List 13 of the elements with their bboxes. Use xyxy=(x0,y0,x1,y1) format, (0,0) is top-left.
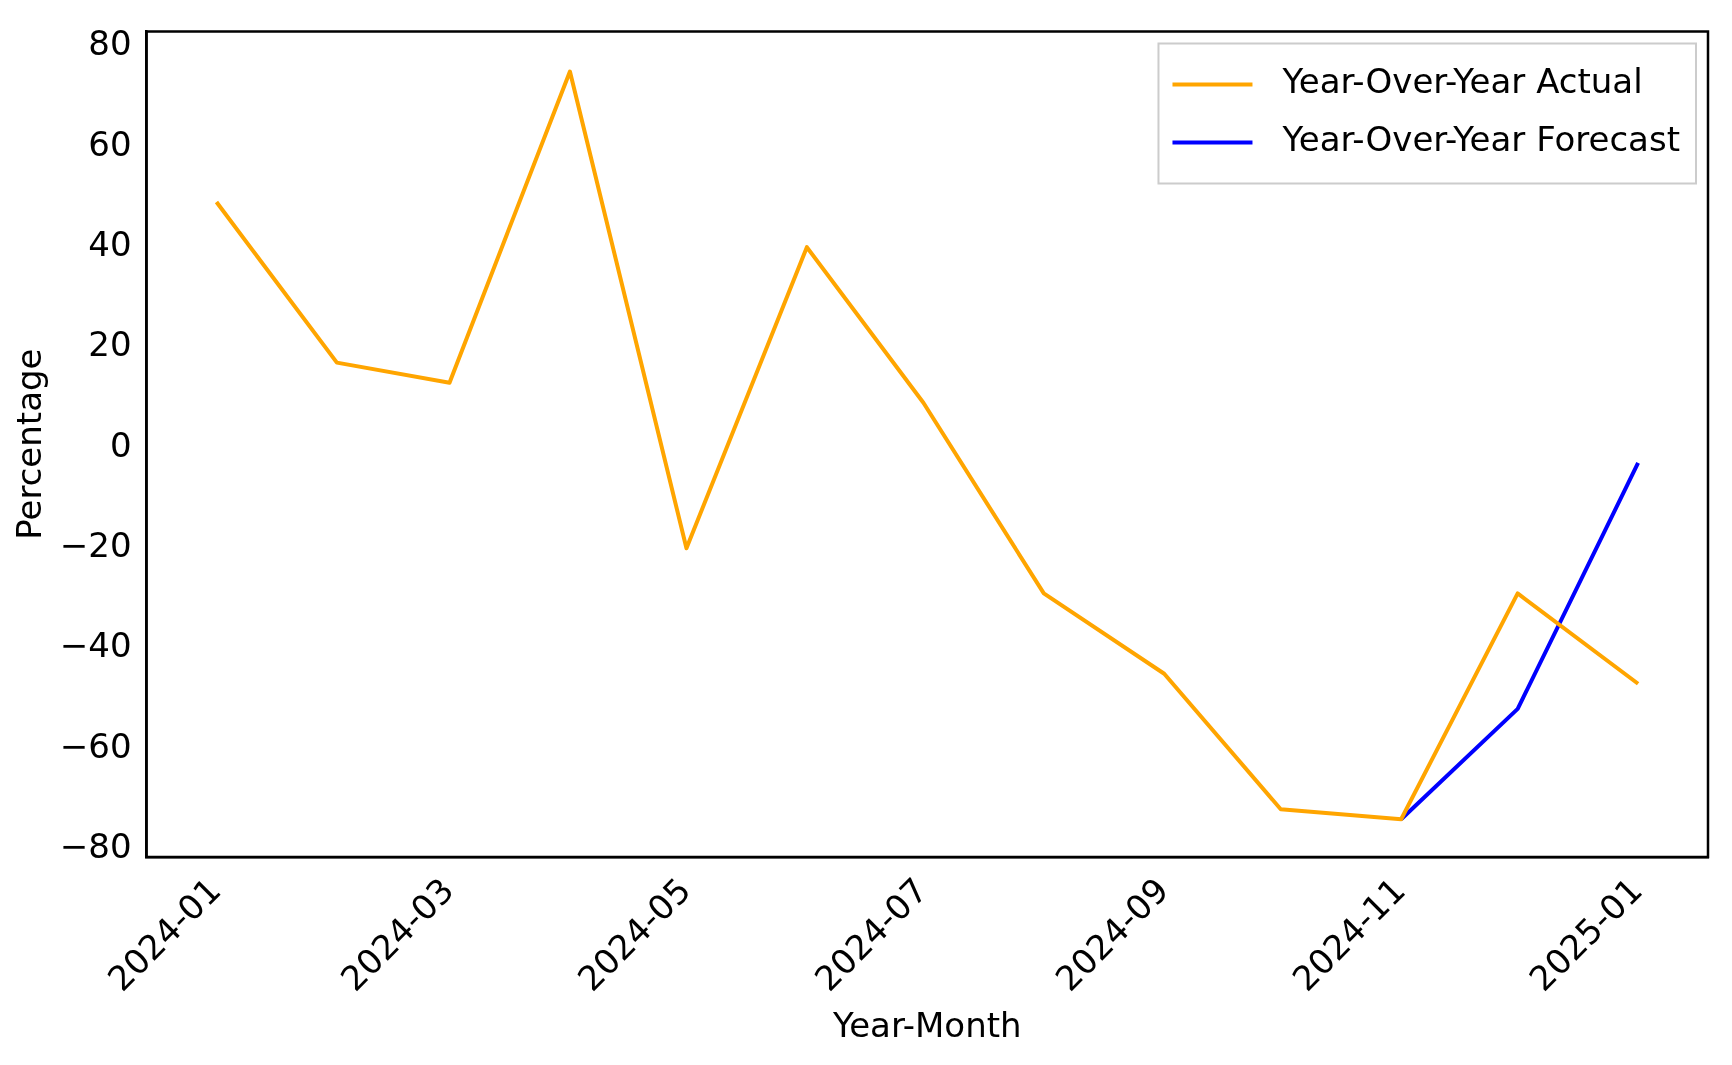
y-tick-label: 40 xyxy=(88,224,132,265)
y-tick-label: −60 xyxy=(59,725,132,766)
y-tick-label: 60 xyxy=(88,123,132,164)
y-tick-label: 20 xyxy=(88,324,132,365)
y-tick-label: −20 xyxy=(59,525,132,566)
y-tick-label: −40 xyxy=(59,625,132,666)
y-tick-label: 80 xyxy=(88,23,132,64)
legend-label: Year-Over-Year Forecast xyxy=(1281,119,1681,160)
y-axis-title: Percentage xyxy=(9,348,50,540)
x-axis-title: Year-Month xyxy=(831,1005,1022,1046)
y-tick-label: 0 xyxy=(109,424,132,465)
y-tick-label: −80 xyxy=(59,826,132,867)
legend-label: Year-Over-Year Actual xyxy=(1281,61,1643,102)
